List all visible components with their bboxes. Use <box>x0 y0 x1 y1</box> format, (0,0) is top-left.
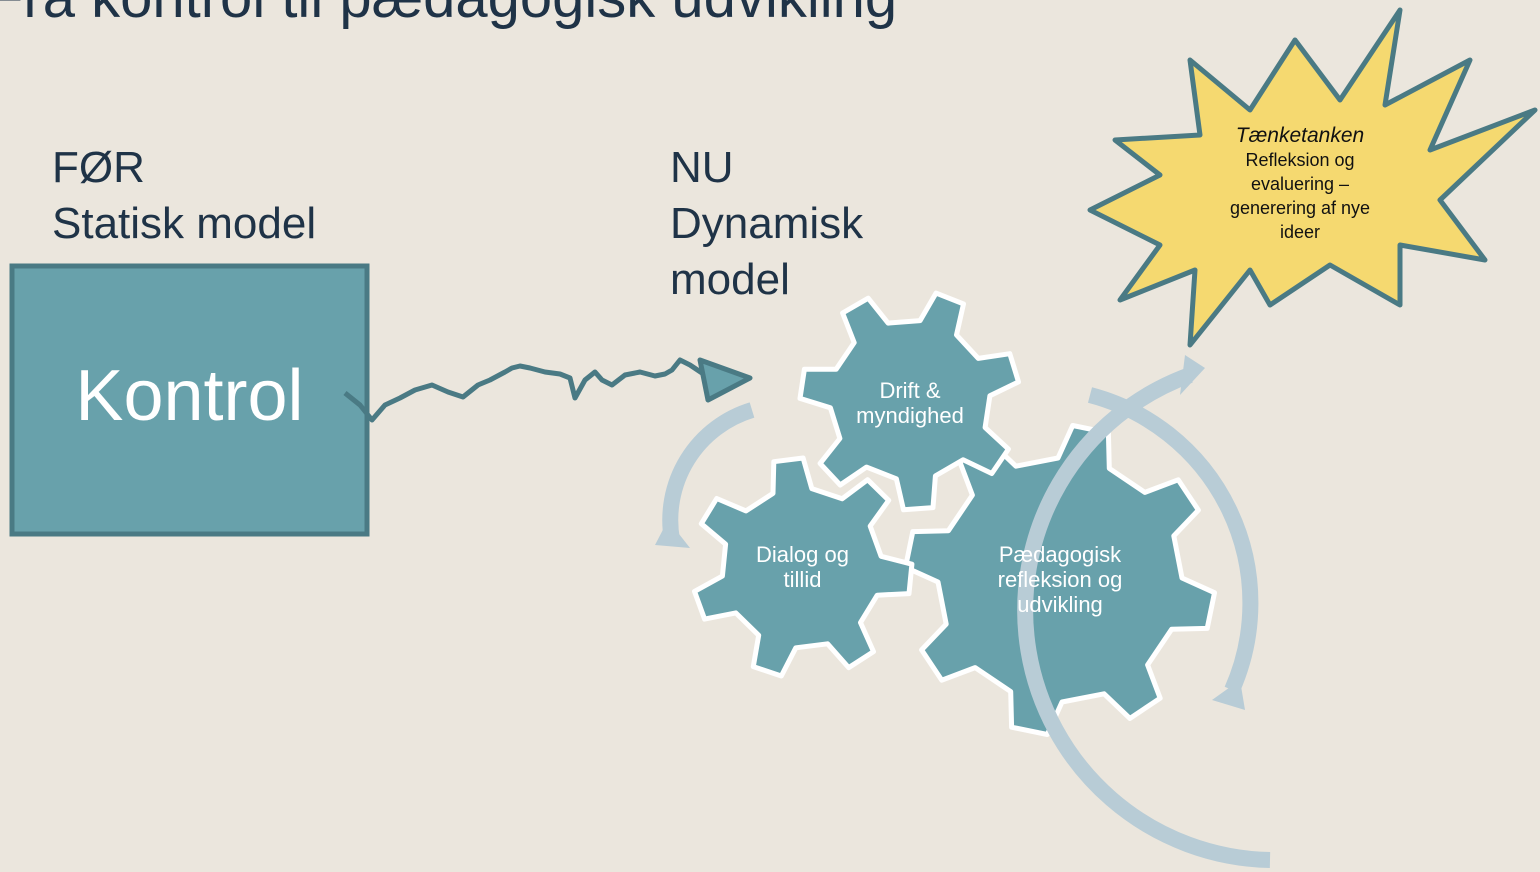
now-model: Dynamisk model <box>670 196 910 308</box>
now-block: NU Dynamisk model <box>670 140 910 308</box>
kontrol-label: Kontrol <box>12 355 367 437</box>
gear-label: Dialog og tillid <box>735 542 870 592</box>
arrow-head <box>700 360 750 400</box>
thinktank-title: Tænketanken <box>1210 124 1390 148</box>
now-label: NU <box>670 140 910 196</box>
cycle-arrow-large-head-top <box>1180 355 1205 395</box>
before-block: FØR Statisk model <box>52 140 316 252</box>
before-model: Statisk model <box>52 196 316 252</box>
slide: Fra kontrol til pædagogisk udvikling FØR… <box>0 0 1540 872</box>
thinktank: Tænketanken Refleksion og evaluering – g… <box>1210 124 1390 244</box>
slide-title: Fra kontrol til pædagogisk udvikling <box>0 0 897 31</box>
gear-label: Pædagogisk refleksion og udvikling <box>990 542 1130 617</box>
wavy-arrow <box>345 360 730 420</box>
thinktank-text: Refleksion og evaluering – generering af… <box>1210 148 1390 244</box>
gear-label: Drift & myndighed <box>840 378 980 428</box>
before-label: FØR <box>52 140 316 196</box>
